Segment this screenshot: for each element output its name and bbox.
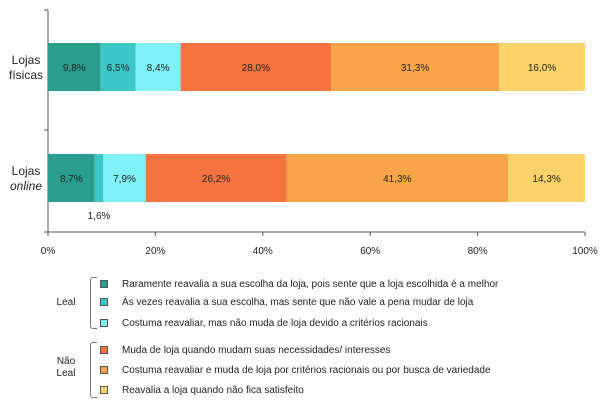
legend-swatch — [100, 280, 108, 288]
data-label: 7,9% — [113, 174, 136, 185]
bar-segment — [100, 43, 136, 91]
x-tick-label: 0% — [41, 246, 56, 257]
legend-item-rarely-reevaluates: Raramente reavalia a sua escolha da loja… — [100, 276, 498, 292]
bars — [48, 43, 585, 202]
bar-segment — [330, 43, 500, 91]
legend: Leal Não Leal Raramente reavalia a sua e… — [0, 272, 610, 401]
legend-brace-not-loyal — [90, 342, 97, 398]
stacked-bar-chart: 0% 20% 40% 60% 80% 100%LojasfísicasLojasonlin… — [9, 9, 598, 257]
category-label-line2: físicas — [9, 68, 43, 82]
x-tick-label: 40% — [253, 246, 273, 257]
data-label: 9,8% — [63, 63, 86, 74]
axes: 0% 20% 40% 60% 80% 100%LojasfísicasLojasonlin… — [9, 9, 598, 257]
category-label-line1: Lojas — [12, 53, 41, 67]
legend-label: Costuma reavaliar, mas não muda de loja … — [122, 317, 428, 329]
legend-label: Reavalia a loja quando não fica satisfei… — [122, 384, 304, 396]
bar-segment — [103, 154, 146, 202]
bar-segment — [48, 43, 101, 91]
data-label: 6,5% — [107, 63, 130, 74]
data-label: 28,0% — [242, 63, 270, 74]
legend-swatch — [100, 298, 108, 306]
bar-segment — [286, 154, 509, 202]
bar-segment — [94, 154, 104, 202]
data-label: 26,2% — [202, 174, 230, 185]
legend-item-changes-rational: Costuma reavaliar e muda de loja por cri… — [100, 362, 491, 378]
legend-swatch — [100, 366, 108, 374]
legend-label: Às vezes reavalia a sua escolha, mas sen… — [122, 296, 474, 308]
x-tick-label: 20% — [145, 246, 165, 257]
bar-segment — [145, 154, 287, 202]
bar-segment — [135, 43, 181, 91]
data-label: 31,3% — [401, 63, 429, 74]
bar-segment — [180, 43, 331, 91]
x-tick-label: 60% — [360, 246, 380, 257]
legend-label: Muda de loja quando mudam suas necessida… — [122, 344, 391, 356]
legend-swatch — [100, 346, 108, 354]
data-label: 1,6% — [88, 211, 111, 222]
data-label: 41,3% — [383, 174, 411, 185]
bar-segment — [48, 154, 95, 202]
category-label-line1: Lojas — [12, 164, 41, 178]
x-tick-label: 80% — [468, 246, 488, 257]
legend-item-sometimes-reevaluates: Às vezes reavalia a sua escolha, mas sen… — [100, 294, 473, 310]
legend-group-not-loyal: Não Leal — [56, 356, 76, 379]
data-label: 14,3% — [532, 174, 560, 185]
legend-item-reevaluates-unsatisfied: Reavalia a loja quando não fica satisfei… — [100, 382, 304, 398]
legend-label: Costuma reavaliar e muda de loja por cri… — [122, 364, 491, 376]
legend-label: Raramente reavalia a sua escolha da loja… — [122, 278, 499, 290]
legend-item-reevaluates-no-change: Costuma reavaliar, mas não muda de loja … — [100, 315, 428, 331]
legend-brace-loyal — [90, 277, 97, 329]
legend-item-changes-with-needs: Muda de loja quando mudam suas necessida… — [100, 342, 391, 358]
data-label: 16,0% — [528, 63, 556, 74]
legend-swatch — [100, 386, 108, 394]
legend-group-loyal: Leal — [56, 297, 76, 308]
x-tick-label: 100% — [572, 246, 598, 257]
legend-swatch — [100, 319, 108, 327]
bar-segment — [499, 43, 585, 91]
data-labels: 9,8% 6,5% 8,4% 28,0% 31,3% 16,0% 8,7% 1,6% 7,9% 2… — [60, 63, 561, 222]
bar-segment — [508, 154, 585, 202]
data-label: 8,7% — [60, 174, 83, 185]
category-label-line2: online — [10, 179, 42, 193]
data-label: 8,4% — [147, 63, 170, 74]
